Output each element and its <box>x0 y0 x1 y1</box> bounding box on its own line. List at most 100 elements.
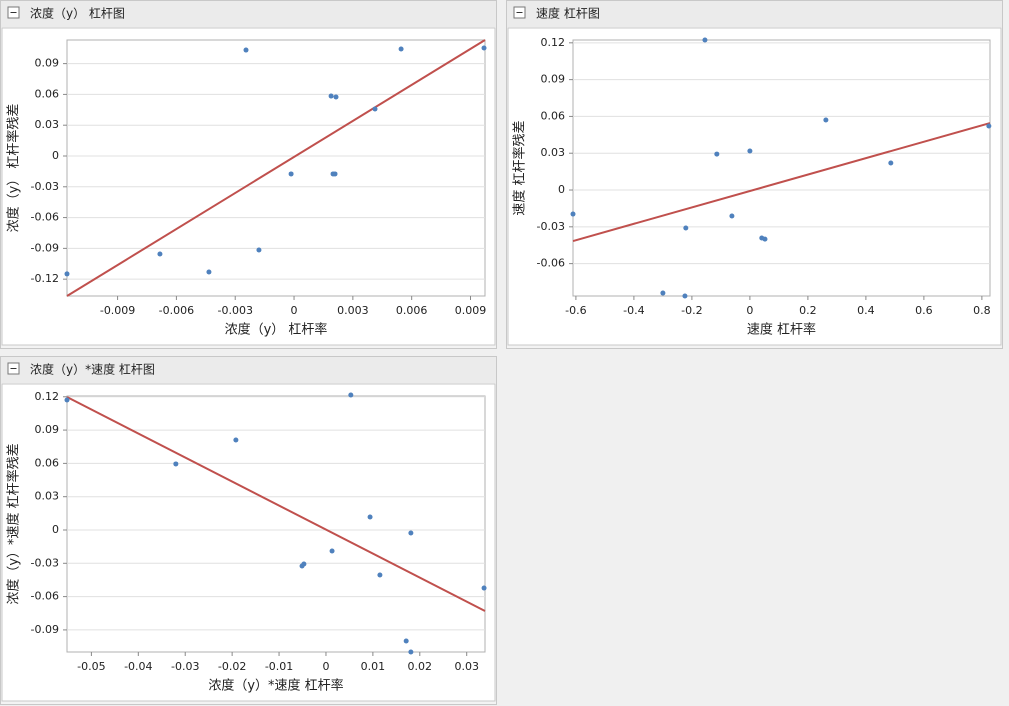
point <box>329 548 335 554</box>
point <box>986 123 992 129</box>
y-tick-label: 0 <box>558 183 565 196</box>
point <box>570 211 576 217</box>
point <box>328 93 334 99</box>
y-tick-label: -0.03 <box>537 220 565 233</box>
y-axis-label: 速度 杠杆率残差 <box>512 120 528 215</box>
point <box>682 293 688 299</box>
point <box>408 530 414 536</box>
point <box>481 45 487 51</box>
y-tick-label: 0.06 <box>35 456 60 469</box>
x-tick-label: 0 <box>291 304 298 317</box>
point <box>233 437 239 443</box>
point <box>481 585 487 591</box>
y-axis-label: 浓度（y） 杠杆率残差 <box>6 104 22 233</box>
panel-header <box>507 1 1002 27</box>
x-tick-label: -0.003 <box>217 304 252 317</box>
point <box>403 638 409 644</box>
panel: 浓度（y） 杠杆图 -0.12 -0.09 -0.06 -0.03 0 0.03 0.06 0.… <box>0 0 497 349</box>
y-tick-label: -0.12 <box>31 272 59 285</box>
point <box>714 151 720 157</box>
panel: 速度 杠杆图 -0.06 -0.03 0 0.03 0.06 0.09 0.12 -0.6 -0.… <box>506 0 1003 349</box>
y-tick-label: 0 <box>52 149 59 162</box>
point <box>372 106 378 112</box>
y-tick-label: 0.06 <box>35 87 60 100</box>
panel-title: 浓度（y）*速度 杠杆图 <box>30 362 155 377</box>
point <box>367 514 373 520</box>
x-tick-label: -0.6 <box>565 304 586 317</box>
point <box>762 236 768 242</box>
panel-title: 浓度（y） 杠杆图 <box>30 6 125 21</box>
point <box>64 271 70 277</box>
y-tick-label: 0 <box>52 523 59 536</box>
point <box>157 251 163 257</box>
y-tick-label: 0.03 <box>35 490 60 503</box>
y-axis-label: 浓度（y）*速度 杠杆率残差 <box>6 443 22 604</box>
y-tick-label: -0.09 <box>31 241 59 254</box>
y-tick-label: -0.09 <box>31 623 59 636</box>
x-axis-label: 浓度（y）*速度 杠杆率 <box>208 678 343 694</box>
y-tick-label: 0.09 <box>35 423 60 436</box>
point <box>888 160 894 166</box>
panel-header <box>1 357 496 383</box>
x-tick-label: 0.6 <box>915 304 933 317</box>
point <box>729 213 735 219</box>
point <box>64 397 70 403</box>
x-tick-label: 0.4 <box>857 304 875 317</box>
x-tick-label: -0.04 <box>124 660 152 673</box>
fit-line <box>66 39 486 297</box>
y-tick-label: 0.12 <box>35 390 60 403</box>
x-tick-label: -0.01 <box>265 660 293 673</box>
x-axis-label: 速度 杠杆率 <box>747 322 816 338</box>
point <box>288 171 294 177</box>
point <box>332 171 338 177</box>
point <box>702 37 708 43</box>
x-tick-label: -0.05 <box>77 660 105 673</box>
x-tick-label: -0.03 <box>171 660 199 673</box>
y-tick-label: -0.06 <box>31 590 59 603</box>
fit-line <box>66 396 486 612</box>
x-tick-label: -0.4 <box>623 304 644 317</box>
point <box>256 247 262 253</box>
x-tick-label: -0.006 <box>159 304 194 317</box>
panel: 浓度（y）*速度 杠杆图 -0.09 -0.06 -0.03 0 0.03 0.06 0.09… <box>0 356 497 705</box>
x-tick-label: 0.006 <box>396 304 428 317</box>
x-tick-label: 0.8 <box>973 304 991 317</box>
x-tick-label: 0.003 <box>337 304 369 317</box>
fit-line <box>572 122 991 243</box>
point <box>348 392 354 398</box>
plot-area <box>572 39 991 297</box>
y-tick-label: -0.03 <box>31 556 59 569</box>
y-tick-label: 0.12 <box>541 36 566 49</box>
point <box>660 290 666 296</box>
x-tick-label: 0 <box>322 660 329 673</box>
x-tick-label: -0.02 <box>218 660 246 673</box>
y-tick-label: 0.03 <box>35 118 60 131</box>
y-tick-label: -0.03 <box>31 180 59 193</box>
point <box>408 649 414 655</box>
point <box>301 561 307 567</box>
y-tick-label: 0.09 <box>35 57 60 70</box>
point <box>747 148 753 154</box>
y-tick-label: 0.09 <box>541 73 566 86</box>
x-tick-label: -0.2 <box>681 304 702 317</box>
x-tick-label: 0.009 <box>455 304 487 317</box>
point <box>206 269 212 275</box>
x-axis-label: 浓度（y） 杠杆率 <box>225 322 328 338</box>
panel-header <box>1 1 496 27</box>
y-tick-label: -0.06 <box>537 257 565 270</box>
x-tick-label: 0.03 <box>454 660 479 673</box>
y-tick-label: 0.06 <box>541 109 566 122</box>
point <box>243 47 249 53</box>
y-tick-label: -0.06 <box>31 211 59 224</box>
panel-title: 速度 杠杆图 <box>536 6 600 21</box>
x-tick-label: 0.2 <box>799 304 817 317</box>
point <box>823 117 829 123</box>
x-tick-label: -0.009 <box>100 304 135 317</box>
point <box>173 461 179 467</box>
point <box>377 572 383 578</box>
plot-area <box>66 395 486 653</box>
point <box>398 46 404 52</box>
point <box>683 225 689 231</box>
x-tick-label: 0.01 <box>361 660 386 673</box>
